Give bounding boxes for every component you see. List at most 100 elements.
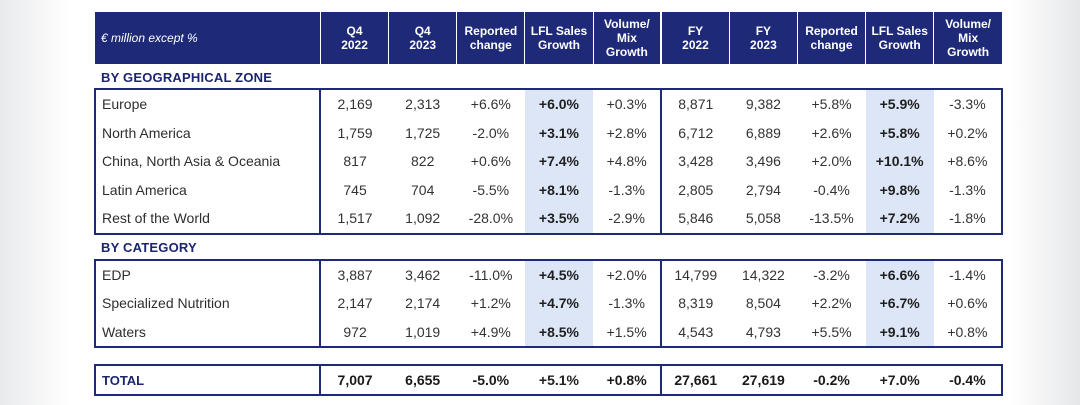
- value-cell: 3,496: [729, 147, 798, 176]
- column-header-line: 2023: [750, 38, 777, 52]
- table-row: Specialized Nutrition 2,147 2,174 +1.2% +4.7…: [93, 289, 1004, 318]
- lfl-growth-cell: +7.4%: [524, 147, 594, 176]
- value-cell: 3,428: [660, 147, 730, 176]
- value-cell: +2.2%: [797, 289, 866, 318]
- value-cell: 9,382: [729, 88, 798, 119]
- row-label: Specialized Nutrition: [93, 289, 321, 318]
- column-header-3: Reported change: [456, 12, 525, 64]
- value-cell: 14,799: [660, 258, 730, 289]
- column-header-line: 2022: [682, 38, 709, 52]
- value-cell: 5,058: [729, 204, 798, 235]
- column-header-line: Growth: [947, 45, 990, 59]
- column-header-line: Growth: [878, 38, 921, 52]
- value-cell: 2,169: [319, 88, 389, 119]
- row-label: TOTAL: [93, 364, 321, 396]
- table-row: EDP 3,887 3,462 -11.0% +4.5% +2.0% 14,799 14,32…: [93, 258, 1004, 289]
- value-cell: 1,759: [319, 118, 389, 147]
- lfl-growth-cell: +8.5%: [524, 317, 594, 348]
- value-cell: 2,794: [729, 175, 798, 204]
- lfl-growth-cell: +9.8%: [865, 175, 934, 204]
- value-cell: 5,846: [660, 204, 730, 235]
- value-cell: +5.5%: [797, 317, 866, 348]
- column-header-line: Q4: [414, 24, 431, 38]
- value-cell: 4,543: [660, 317, 730, 348]
- lfl-growth-cell: +6.0%: [524, 88, 594, 119]
- column-header-line: change: [469, 38, 512, 52]
- value-cell: +2.6%: [797, 118, 866, 147]
- value-cell: -28.0%: [456, 204, 525, 235]
- value-cell: -1.4%: [933, 258, 1004, 289]
- value-cell: 27,619: [729, 364, 798, 396]
- column-header-line: Volume/: [603, 17, 650, 31]
- value-cell: +0.3%: [593, 88, 662, 119]
- spacer: [95, 347, 1002, 365]
- value-cell: -1.3%: [593, 175, 662, 204]
- value-cell: 8,871: [660, 88, 730, 119]
- section-title-geographical-zone: BY GEOGRAPHICAL ZONE: [101, 69, 273, 85]
- value-cell: +2.8%: [593, 118, 662, 147]
- lfl-growth-cell: +5.1%: [524, 364, 594, 396]
- value-cell: -1.3%: [593, 289, 662, 318]
- column-header-line: Growth: [537, 38, 580, 52]
- value-cell: 4,793: [729, 317, 798, 348]
- value-cell: -2.9%: [593, 204, 662, 235]
- value-cell: 8,319: [660, 289, 730, 318]
- row-label: Latin America: [93, 175, 321, 204]
- value-cell: 2,147: [319, 289, 389, 318]
- row-label: Waters: [93, 317, 321, 348]
- value-cell: 3,887: [319, 258, 389, 289]
- row-label: EDP: [93, 258, 321, 289]
- value-cell: +4.9%: [456, 317, 525, 348]
- column-header-line: Growth: [605, 45, 648, 59]
- value-cell: 6,655: [388, 364, 457, 396]
- table-row: North America 1,759 1,725 -2.0% +3.1% +2.8% 6,…: [93, 118, 1004, 147]
- value-cell: 972: [319, 317, 389, 348]
- value-cell: -1.3%: [933, 175, 1004, 204]
- total-block: TOTAL 7,007 6,655 -5.0% +5.1% +0.8% 27,661 27,6…: [93, 364, 1004, 396]
- geographical-zone-block: Europe 2,169 2,313 +6.6% +6.0% +0.3% 8,871 9,38…: [93, 88, 1004, 235]
- value-cell: 6,712: [660, 118, 730, 147]
- lfl-growth-cell: +8.1%: [524, 175, 594, 204]
- lfl-growth-cell: +6.7%: [865, 289, 934, 318]
- value-cell: 14,322: [729, 258, 798, 289]
- lfl-growth-cell: +4.5%: [524, 258, 594, 289]
- value-cell: 27,661: [660, 364, 730, 396]
- value-cell: +0.2%: [933, 118, 1004, 147]
- lfl-growth-cell: +5.9%: [865, 88, 934, 119]
- value-cell: +0.8%: [933, 317, 1004, 348]
- column-header-9: LFL Sales Growth: [865, 12, 934, 64]
- category-block: EDP 3,887 3,462 -11.0% +4.5% +2.0% 14,799 14,32…: [93, 258, 1004, 348]
- section-title-category: BY CATEGORY: [101, 240, 197, 255]
- table-row: China, North Asia & Oceania 817 822 +0.6% +7…: [93, 147, 1004, 176]
- lfl-growth-cell: +7.0%: [865, 364, 934, 396]
- value-cell: 745: [319, 175, 389, 204]
- lfl-growth-cell: +3.5%: [524, 204, 594, 235]
- value-cell: +1.5%: [593, 317, 662, 348]
- sales-table-container: € million except % Q4 2022 Q4 2023 Reported c…: [93, 12, 1004, 396]
- value-cell: -0.4%: [933, 364, 1004, 396]
- value-cell: -5.5%: [456, 175, 525, 204]
- row-label: China, North Asia & Oceania: [93, 147, 321, 176]
- column-header-7: FY 2023: [728, 12, 798, 64]
- lfl-growth-cell: +3.1%: [524, 118, 594, 147]
- column-header-line: change: [810, 38, 853, 52]
- table-row: Rest of the World 1,517 1,092 -28.0% +3.5% -2…: [93, 204, 1004, 235]
- value-cell: +5.8%: [797, 88, 866, 119]
- value-cell: 1,019: [388, 317, 457, 348]
- value-cell: +0.6%: [933, 289, 1004, 318]
- value-cell: +1.2%: [456, 289, 525, 318]
- lfl-growth-cell: +4.7%: [524, 289, 594, 318]
- column-header-line: Reported: [805, 24, 858, 38]
- lfl-growth-cell: +10.1%: [865, 147, 934, 176]
- value-cell: 2,313: [388, 88, 457, 119]
- row-label: Europe: [93, 88, 321, 119]
- value-cell: 3,462: [388, 258, 457, 289]
- column-header-10: Volume/Mix Growth: [933, 12, 1002, 64]
- header-unit-label: € million except %: [95, 12, 321, 64]
- value-cell: -1.8%: [933, 204, 1004, 235]
- column-header-line: 2022: [341, 38, 368, 52]
- column-header-line: 2023: [409, 38, 437, 52]
- table-header: € million except % Q4 2022 Q4 2023 Reported c…: [95, 12, 1002, 64]
- value-cell: -3.2%: [797, 258, 866, 289]
- column-header-line: FY: [687, 24, 704, 38]
